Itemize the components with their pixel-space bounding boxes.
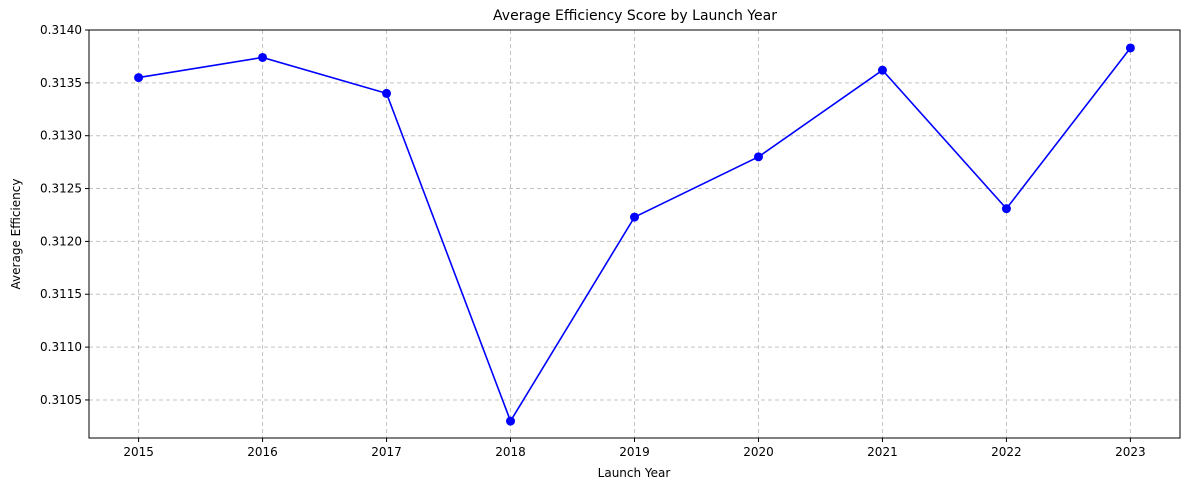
x-tick-label: 2019 <box>619 445 650 459</box>
data-point <box>258 52 268 62</box>
data-point <box>753 152 763 162</box>
y-tick-label: 0.3135 <box>40 76 82 90</box>
x-tick-label: 2021 <box>867 445 898 459</box>
y-tick-label: 0.3105 <box>40 393 82 407</box>
y-tick-label: 0.3130 <box>40 129 82 143</box>
y-tick-label: 0.3140 <box>40 23 82 37</box>
y-axis-label: Average Efficiency <box>9 179 23 290</box>
x-tick-label: 2022 <box>991 445 1022 459</box>
x-tick-label: 2018 <box>495 445 526 459</box>
data-point <box>134 73 144 83</box>
chart-title: Average Efficiency Score by Launch Year <box>493 8 777 24</box>
data-point <box>382 88 392 98</box>
x-tick-label: 2017 <box>371 445 402 459</box>
data-point <box>877 65 887 75</box>
data-point <box>506 416 516 426</box>
data-point <box>630 212 639 222</box>
y-tick-label: 0.3120 <box>40 234 82 248</box>
x-axis-label: Launch Year <box>598 466 671 480</box>
tick-layer: 2015 2016 2017 2018 2019 2020 2021 2022 2023 0.31… <box>40 23 1146 459</box>
y-tick-label: 0.3115 <box>40 287 82 301</box>
y-tick-label: 0.3125 <box>40 182 82 196</box>
x-tick-label: 2015 <box>123 445 154 459</box>
series-layer <box>134 43 1135 426</box>
data-point <box>1001 204 1011 214</box>
grid-layer <box>89 29 1180 438</box>
y-tick-label: 0.3110 <box>40 340 82 354</box>
x-tick-label: 2023 <box>1115 445 1146 459</box>
x-tick-label: 2016 <box>247 445 278 459</box>
x-tick-label: 2020 <box>743 445 774 459</box>
data-point <box>1125 43 1135 53</box>
